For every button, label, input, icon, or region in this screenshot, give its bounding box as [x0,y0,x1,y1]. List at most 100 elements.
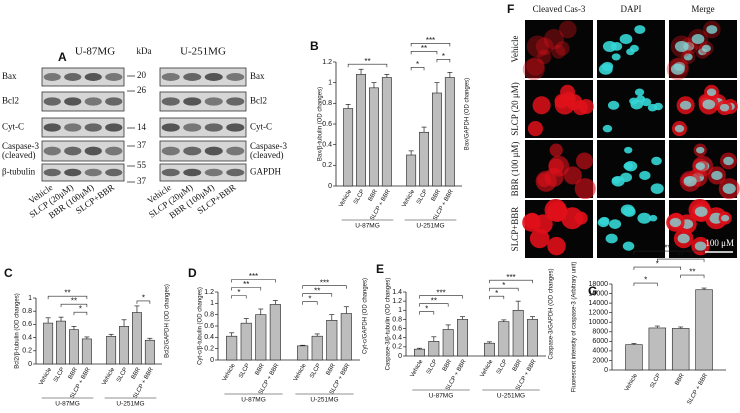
blot-band [84,73,102,81]
bar [226,335,238,361]
bar [69,329,79,365]
x-tick-label: Vehicle [401,188,416,208]
error-bar [421,126,427,133]
error-bar [447,71,453,78]
nucleus [723,156,734,166]
error-bar [434,82,440,93]
blot-band [161,97,180,106]
nucleus [602,40,617,52]
y-tick-label: 0 [210,357,214,364]
blot-band [204,146,223,156]
bar [56,320,66,365]
x-tick-label: SLCP [416,189,429,206]
nucleus [647,103,658,112]
nucleus [641,98,652,107]
x-tick-label: Vehicle [38,366,53,386]
blot-band [105,123,123,132]
blot-title: U-87MG [75,46,115,58]
y-tick-label: 0.2 [322,162,332,169]
error-bar [272,300,278,305]
y-tick-label: 1.2 [392,298,402,305]
blot-row-label: Caspase-3 [250,141,287,151]
nucleus [674,124,685,133]
error-bar [343,306,349,314]
error-bar [701,287,707,290]
significance-label: * [656,260,659,269]
nucleus [679,100,692,110]
significance-label: ** [64,289,70,298]
row-label: SLCP (20 μM) [510,82,520,136]
x-tick-label: SLCP [353,189,366,206]
nucleus [611,53,621,61]
cell-signal [537,49,552,65]
bar [406,154,417,187]
cell-signal [532,96,551,115]
significance-bracket [410,43,451,47]
y-tick-label: 0.8 [22,308,32,315]
bar [81,338,92,365]
significance-bracket [419,311,435,315]
x-tick-label: Vehicle [101,366,116,386]
significance-label: *** [320,278,329,287]
significance-label: ** [364,57,370,66]
y-tick-label: 18000 [589,281,609,288]
row-label: BBR (100 μM) [510,142,520,197]
bar [269,304,281,361]
error-bar [501,319,507,322]
significance-label: ** [678,252,684,261]
blot-row-label: (cleaved) [2,150,35,160]
y-axis-label: Caspase-3/β-tubulin (OD changes) [386,278,392,371]
group-label: U-251MG [497,393,525,400]
y-tick-label: 0.4 [22,334,32,341]
error-bar [486,341,492,344]
blot-row-label: β-tubulin [2,167,36,177]
blot-strip [159,117,247,138]
y-tick-label: 10000 [589,319,609,326]
cell-signal [526,57,545,76]
y-tick-label: 1 [210,300,214,307]
nucleus [634,88,645,96]
blot-band [204,73,223,81]
kda-marker: 55 [137,160,147,170]
significance-bracket [347,63,388,68]
nucleus [694,241,707,251]
nucleus [719,103,730,112]
bar [326,320,338,361]
error-bar [147,337,153,341]
significance-bracket [489,279,533,284]
bar [381,77,392,187]
significance-label: *** [249,272,258,281]
row-label: SLCP+BBR [510,207,520,252]
y-axis-label: Fluorescent intensity of caspase-3 (Arbi… [572,262,578,393]
y-tick-label: 0.6 [22,321,32,328]
nucleus [629,44,639,53]
bar [648,327,667,371]
group-label: U-251MG [416,223,444,230]
nucleus [683,176,697,187]
bar [695,289,713,371]
nucleus [597,217,610,228]
y-tick-label: 1 [328,80,332,87]
significance-bracket [489,287,519,292]
error-bar [121,319,127,327]
blot-strip [41,67,125,87]
blot-strip [41,117,125,138]
y-tick-label: 16000 [589,290,609,297]
significance-label: ** [421,44,427,53]
significance-bracket [231,279,276,283]
blot-band [105,168,123,177]
significance-label: ** [71,297,77,306]
nucleus [649,214,658,222]
significance-bracket [410,67,425,71]
blot-strip [159,163,247,182]
bar [527,319,538,357]
group-label: U-87MG [355,223,380,230]
error-bar [416,347,422,350]
x-tick-label: SLCP [238,363,251,380]
blot-band [105,97,123,106]
panel-label: B [310,39,319,53]
blot-band [84,146,102,156]
y-tick-label: 2000 [592,357,608,364]
error-bar [460,316,466,320]
